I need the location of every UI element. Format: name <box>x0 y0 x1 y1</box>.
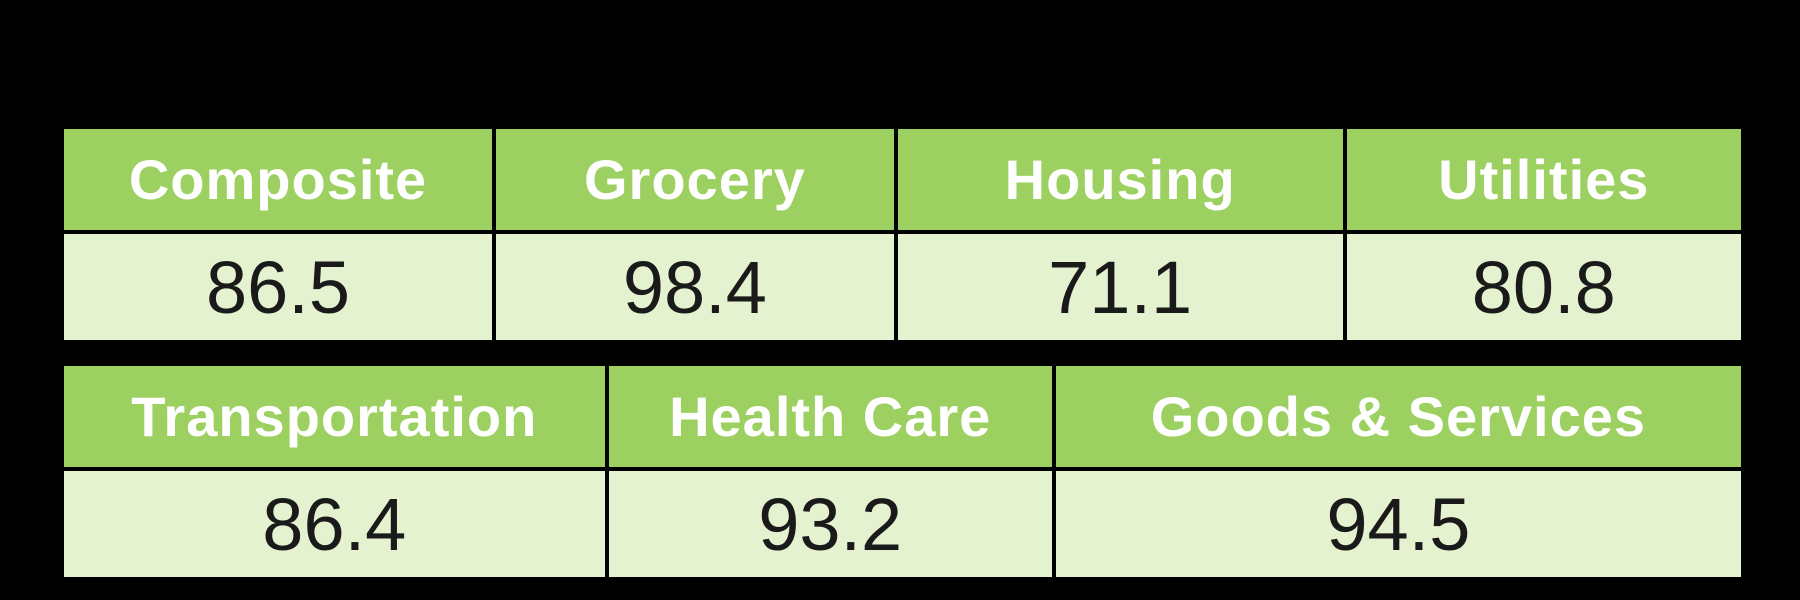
header-cell-transportation: Transportation <box>60 362 609 471</box>
value-cell-transportation: 86.4 <box>60 467 609 581</box>
header-cell-composite: Composite <box>59 125 497 234</box>
table-top-value-row: 86.5 98.4 71.1 80.8 <box>59 230 1746 344</box>
value-cell-health-care: 93.2 <box>604 467 1056 581</box>
table-bottom-header-row: Transportation Health Care Goods & Servi… <box>60 362 1746 471</box>
table-bottom-value-row: 86.4 93.2 94.5 <box>60 467 1746 581</box>
value-cell-goods-services: 94.5 <box>1051 467 1746 581</box>
value-cell-grocery: 98.4 <box>492 230 898 344</box>
header-cell-goods-services: Goods & Services <box>1051 362 1746 471</box>
header-cell-utilities: Utilities <box>1342 125 1746 234</box>
header-cell-health-care: Health Care <box>604 362 1056 471</box>
cost-index-table-bottom: Transportation Health Care Goods & Servi… <box>60 362 1746 581</box>
value-cell-utilities: 80.8 <box>1342 230 1746 344</box>
value-cell-composite: 86.5 <box>59 230 497 344</box>
cost-index-table-top: Composite Grocery Housing Utilities 86.5… <box>59 125 1746 344</box>
header-cell-grocery: Grocery <box>492 125 898 234</box>
table-top-header-row: Composite Grocery Housing Utilities <box>59 125 1746 234</box>
value-cell-housing: 71.1 <box>893 230 1347 344</box>
header-cell-housing: Housing <box>893 125 1347 234</box>
